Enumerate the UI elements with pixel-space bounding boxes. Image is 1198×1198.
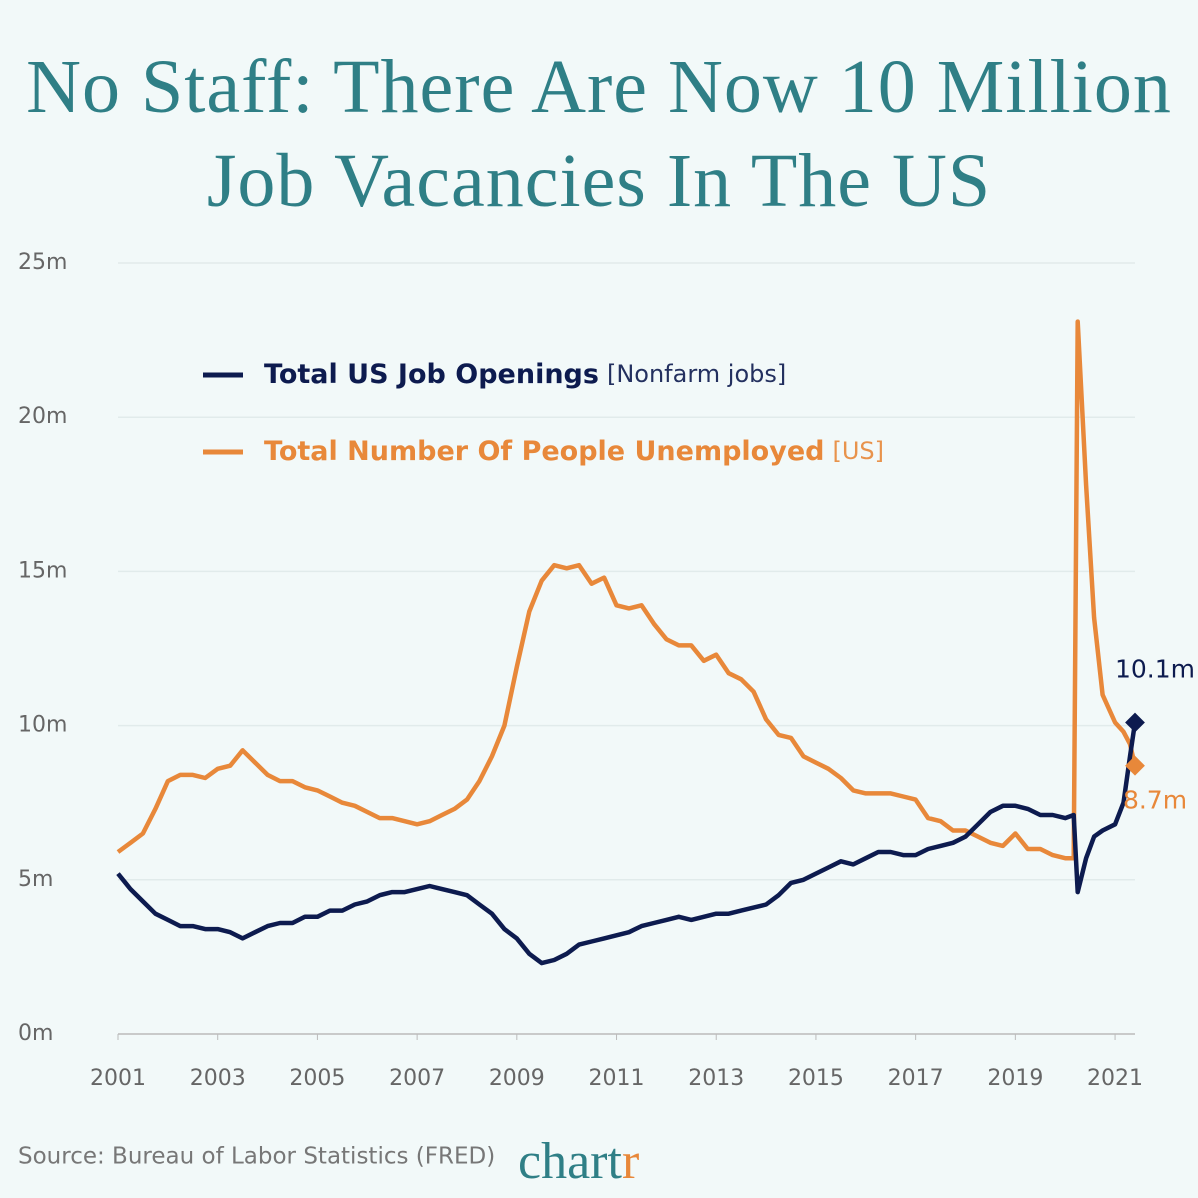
x-tick-label: 2021: [1087, 1066, 1143, 1091]
end-marker: [1125, 755, 1145, 776]
x-tick-label: 2003: [190, 1066, 246, 1091]
brand-logo: chartr: [518, 1133, 639, 1190]
x-tick-label: 2001: [90, 1066, 146, 1091]
x-tick-label: 2007: [389, 1066, 445, 1091]
x-tick-label: 2015: [788, 1066, 844, 1091]
end-marker: [1125, 712, 1145, 733]
end-label: 10.1m: [1115, 655, 1195, 684]
legend-detail: [US]: [832, 437, 884, 465]
x-tick-label: 2009: [489, 1066, 545, 1091]
y-tick-label: 0m: [18, 1021, 53, 1046]
legend-entry: Total Number Of People Unemployed [US]: [264, 436, 884, 467]
legend-detail: [Nonfarm jobs]: [607, 360, 786, 388]
brand-part: r: [622, 1133, 639, 1190]
y-tick-label: 5m: [18, 867, 53, 892]
x-tick-label: 2013: [688, 1066, 744, 1091]
legend-name: Total Number Of People Unemployed: [264, 436, 824, 467]
x-tick-label: 2019: [987, 1066, 1043, 1091]
legend-entry: Total US Job Openings [Nonfarm jobs]: [264, 359, 786, 390]
brand-part: chart: [518, 1133, 622, 1190]
chart-title: No Staff: There Are Now 10 Million Job V…: [26, 45, 1172, 223]
source: Source: Bureau of Labor Statistics (FRED…: [18, 1144, 495, 1170]
x-tick-label: 2017: [888, 1066, 944, 1091]
y-tick-label: 15m: [18, 558, 67, 583]
y-tick-label: 10m: [18, 713, 67, 738]
x-tick-label: 2011: [589, 1066, 645, 1091]
x-tick-label: 2005: [289, 1066, 345, 1091]
end-label: 8.7m: [1123, 786, 1187, 815]
y-tick-label: 20m: [18, 404, 67, 429]
series-line: [116, 319, 1138, 861]
y-tick-label: 25m: [18, 250, 67, 275]
series-line: [116, 722, 1138, 966]
legend-name: Total US Job Openings: [264, 359, 599, 390]
